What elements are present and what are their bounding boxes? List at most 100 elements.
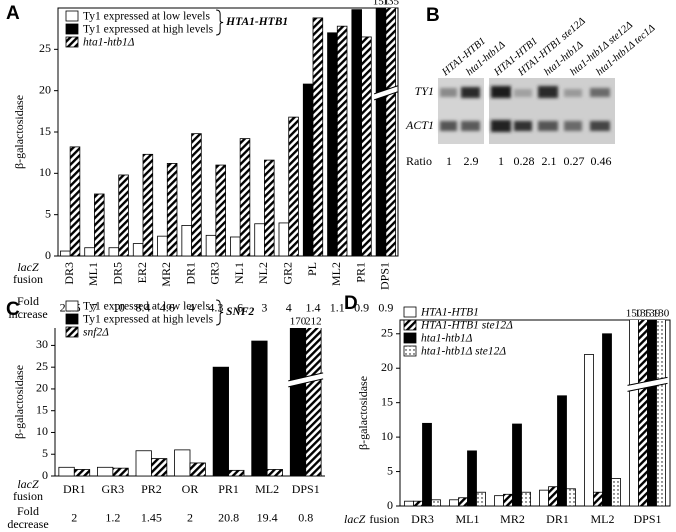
x-axis-label: lacZ (17, 260, 39, 274)
axis-break-line (373, 91, 398, 101)
y-tick-label: 20 (39, 82, 51, 96)
fold-value: 4 (189, 300, 195, 314)
bar (312, 17, 324, 256)
bar (336, 25, 348, 256)
bars (58, 328, 322, 476)
legend-swatch (65, 10, 79, 22)
bar (404, 500, 414, 506)
bar (327, 32, 338, 256)
y-tick-label: 0 (45, 248, 51, 262)
bar (638, 320, 648, 506)
fold-value: 4.3 (208, 300, 223, 314)
x-tick-label: ML2 (591, 512, 615, 526)
bar (449, 499, 459, 506)
x-axis-label: fusion (369, 512, 399, 526)
x-axis-label: fusion (13, 489, 43, 503)
bar (566, 488, 576, 506)
legend-swatch (403, 345, 417, 357)
bar (422, 422, 432, 506)
bar (521, 491, 531, 506)
y-tick-label: 5 (387, 463, 393, 477)
y-tick-label: 10 (381, 429, 393, 443)
blot-bands (440, 86, 610, 132)
bar (205, 234, 217, 256)
fold-value: 1.2 (105, 510, 120, 524)
bar (305, 328, 322, 476)
x-tick-label: NL2 (256, 262, 270, 284)
x-tick-label: DPS1 (292, 482, 320, 496)
x-tick-label: ER2 (135, 262, 149, 283)
bar (593, 491, 603, 506)
axis-break (374, 85, 398, 100)
bar (58, 466, 75, 476)
fold-value: 4 (286, 300, 292, 314)
x-axis-label: lacZ (17, 477, 39, 491)
bar (413, 500, 423, 506)
bar (151, 458, 168, 476)
bars (60, 8, 396, 256)
ratio: 2.9 (464, 154, 479, 168)
panel-label: D (344, 293, 358, 314)
bar (288, 116, 299, 256)
bar (191, 133, 202, 256)
x-tick-label: ML2 (255, 482, 279, 496)
x-tick-label: ML2 (329, 262, 343, 286)
panel-b: B HTA1-HTB1 hta1-htb1Δ HTA1-HTB1 HTA1-HT… (405, 5, 657, 168)
x-tick-label: DPS1 (378, 262, 392, 290)
legend-swatch (403, 319, 417, 331)
y-tick-label: 10 (36, 424, 48, 438)
ratio: 0.27 (564, 154, 585, 168)
bar (84, 247, 95, 256)
fold-value: 0.9 (354, 300, 369, 314)
legend-swatch (65, 300, 79, 312)
fold-label: Fold (17, 294, 39, 308)
bar (656, 320, 666, 506)
bar (112, 467, 129, 476)
fold-label: increase (8, 307, 47, 321)
fold-value: 1.45 (141, 510, 162, 524)
value-label: 135 (635, 308, 652, 320)
bar (108, 247, 120, 256)
value-label: 135 (382, 0, 399, 8)
x-tick-label: GR3 (102, 482, 125, 496)
x-tick-label: DR3 (411, 512, 434, 526)
row-label: TY1 (415, 84, 434, 98)
fold-value: 0.9 (378, 300, 393, 314)
bar (278, 222, 290, 256)
x-tick-label: ML1 (456, 512, 480, 526)
ratio: 2.1 (542, 154, 557, 168)
bar (602, 333, 612, 506)
legend-label: snf2Δ (83, 327, 109, 339)
ratio: 1 (498, 154, 504, 168)
fold-value: 6 (237, 300, 243, 314)
x-tick-label: DR1 (546, 512, 569, 526)
bar (254, 223, 265, 256)
bar (228, 469, 245, 476)
bar (97, 466, 114, 476)
legend-label: HTA1-HTB1 (420, 307, 479, 319)
x-tick-label: DPS1 (633, 512, 661, 526)
value-label: 130 (653, 308, 670, 320)
x-tick-label: PR1 (353, 262, 367, 283)
fold-value: 0.8 (298, 510, 313, 524)
bar (375, 8, 387, 256)
bar (548, 486, 558, 506)
panel: C 0 5 10 15 20 25 30 β-galactosidase DR1 2 GR3 1.2 PR… (6, 299, 325, 531)
x-tick-label: PL (305, 262, 319, 276)
legend-label: hta1-htb1Δ (83, 37, 135, 49)
bars (404, 320, 666, 506)
bar (189, 462, 206, 476)
fold-value: 4.6 (160, 300, 175, 314)
fold-value: 20.8 (218, 510, 239, 524)
panel-label: B (426, 5, 440, 26)
bar (215, 164, 226, 256)
legend-swatch (65, 313, 79, 325)
legend-label: Ty1 expressed at high levels (83, 314, 214, 326)
axis-break-line (627, 376, 668, 386)
bar (539, 489, 549, 506)
y-tick-label: 20 (36, 381, 48, 395)
bar (251, 340, 268, 476)
y-tick-label: 25 (36, 359, 48, 373)
axis-break (288, 372, 324, 387)
